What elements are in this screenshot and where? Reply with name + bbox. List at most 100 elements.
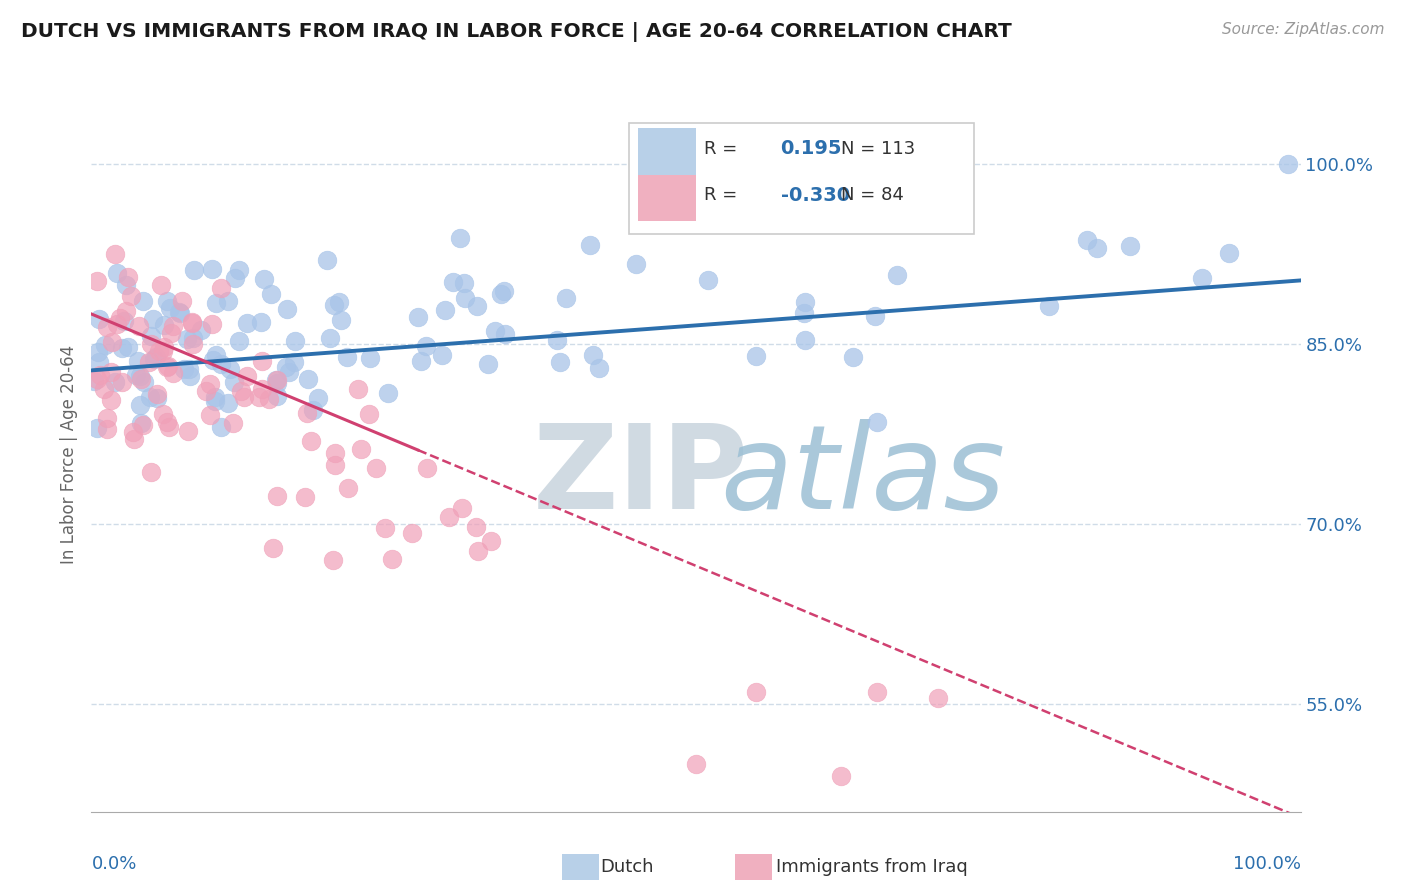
Point (927, 690, 949, 705)
Point (180, 315, 202, 329)
Point (201, 317, 224, 331)
Point (484, 324, 506, 338)
Point (198, 377, 221, 392)
Point (323, 458, 346, 473)
Point (477, 357, 499, 371)
FancyBboxPatch shape (638, 175, 696, 221)
Point (494, 327, 516, 342)
Point (1277, 157, 1299, 171)
Point (100, 335, 122, 350)
Point (153, 340, 176, 354)
Point (793, 306, 815, 320)
Point (115, 304, 138, 318)
Point (145, 350, 167, 364)
Point (94, 338, 117, 352)
Point (115, 278, 138, 293)
Point (132, 417, 155, 432)
Point (152, 407, 174, 421)
Point (359, 351, 381, 366)
Point (146, 391, 169, 405)
Point (299, 434, 322, 448)
Point (886, 268, 908, 282)
Point (141, 329, 163, 343)
Point (162, 318, 184, 333)
Text: 100.0%: 100.0% (1233, 855, 1301, 872)
Point (87, 355, 110, 369)
Point (433, 303, 456, 318)
Point (745, 349, 768, 363)
Point (1038, 299, 1060, 313)
Point (454, 291, 477, 305)
Point (1191, 271, 1213, 285)
Point (104, 375, 127, 389)
Point (685, 756, 707, 771)
Text: atlas: atlas (720, 419, 1005, 533)
Point (105, 317, 128, 331)
Point (582, 348, 605, 362)
Text: 0.0%: 0.0% (91, 855, 136, 872)
Point (181, 316, 204, 330)
Point (697, 272, 720, 286)
Point (86, 421, 108, 435)
Point (323, 446, 346, 460)
Point (132, 293, 155, 308)
Point (96, 320, 118, 334)
Point (83, 374, 105, 388)
Point (195, 384, 218, 398)
Point (260, 287, 283, 301)
Point (204, 393, 226, 408)
Text: N = 113: N = 113 (841, 140, 915, 158)
Point (167, 305, 190, 319)
Point (266, 372, 288, 386)
Point (177, 424, 200, 438)
Point (100, 393, 122, 408)
Point (139, 465, 162, 479)
Point (247, 390, 270, 404)
Point (793, 294, 815, 309)
Point (262, 541, 284, 555)
Point (841, 350, 863, 364)
Point (336, 351, 359, 365)
Point (297, 406, 319, 420)
Point (283, 355, 305, 369)
Point (112, 313, 135, 327)
Point (1085, 241, 1108, 255)
Text: DUTCH VS IMMIGRANTS FROM IRAQ IN LABOR FORCE | AGE 20-64 CORRELATION CHART: DUTCH VS IMMIGRANTS FROM IRAQ IN LABOR F… (21, 22, 1012, 42)
Point (125, 368, 148, 382)
Point (162, 366, 184, 380)
Point (866, 685, 889, 699)
Point (169, 306, 191, 320)
Point (152, 318, 174, 333)
Point (205, 348, 228, 362)
Point (377, 386, 399, 401)
Point (550, 355, 572, 369)
Point (134, 375, 156, 389)
Text: R =: R = (704, 186, 738, 204)
Point (86, 274, 108, 288)
Point (266, 389, 288, 403)
Point (1119, 239, 1142, 253)
Point (129, 416, 152, 430)
Point (148, 343, 170, 358)
Point (350, 442, 373, 456)
Point (257, 392, 280, 407)
Point (110, 341, 132, 355)
Point (181, 337, 204, 351)
Point (179, 362, 201, 376)
Point (745, 685, 768, 699)
Point (381, 551, 404, 566)
Point (330, 313, 353, 327)
Point (274, 359, 297, 374)
Point (578, 237, 600, 252)
Point (264, 373, 287, 387)
Point (129, 371, 152, 385)
Point (128, 319, 150, 334)
Point (437, 510, 460, 524)
Point (128, 368, 150, 383)
Point (224, 271, 246, 285)
Point (159, 301, 181, 315)
Point (1218, 246, 1240, 260)
Point (146, 386, 169, 401)
Text: N = 84: N = 84 (841, 186, 904, 204)
Point (494, 284, 516, 298)
